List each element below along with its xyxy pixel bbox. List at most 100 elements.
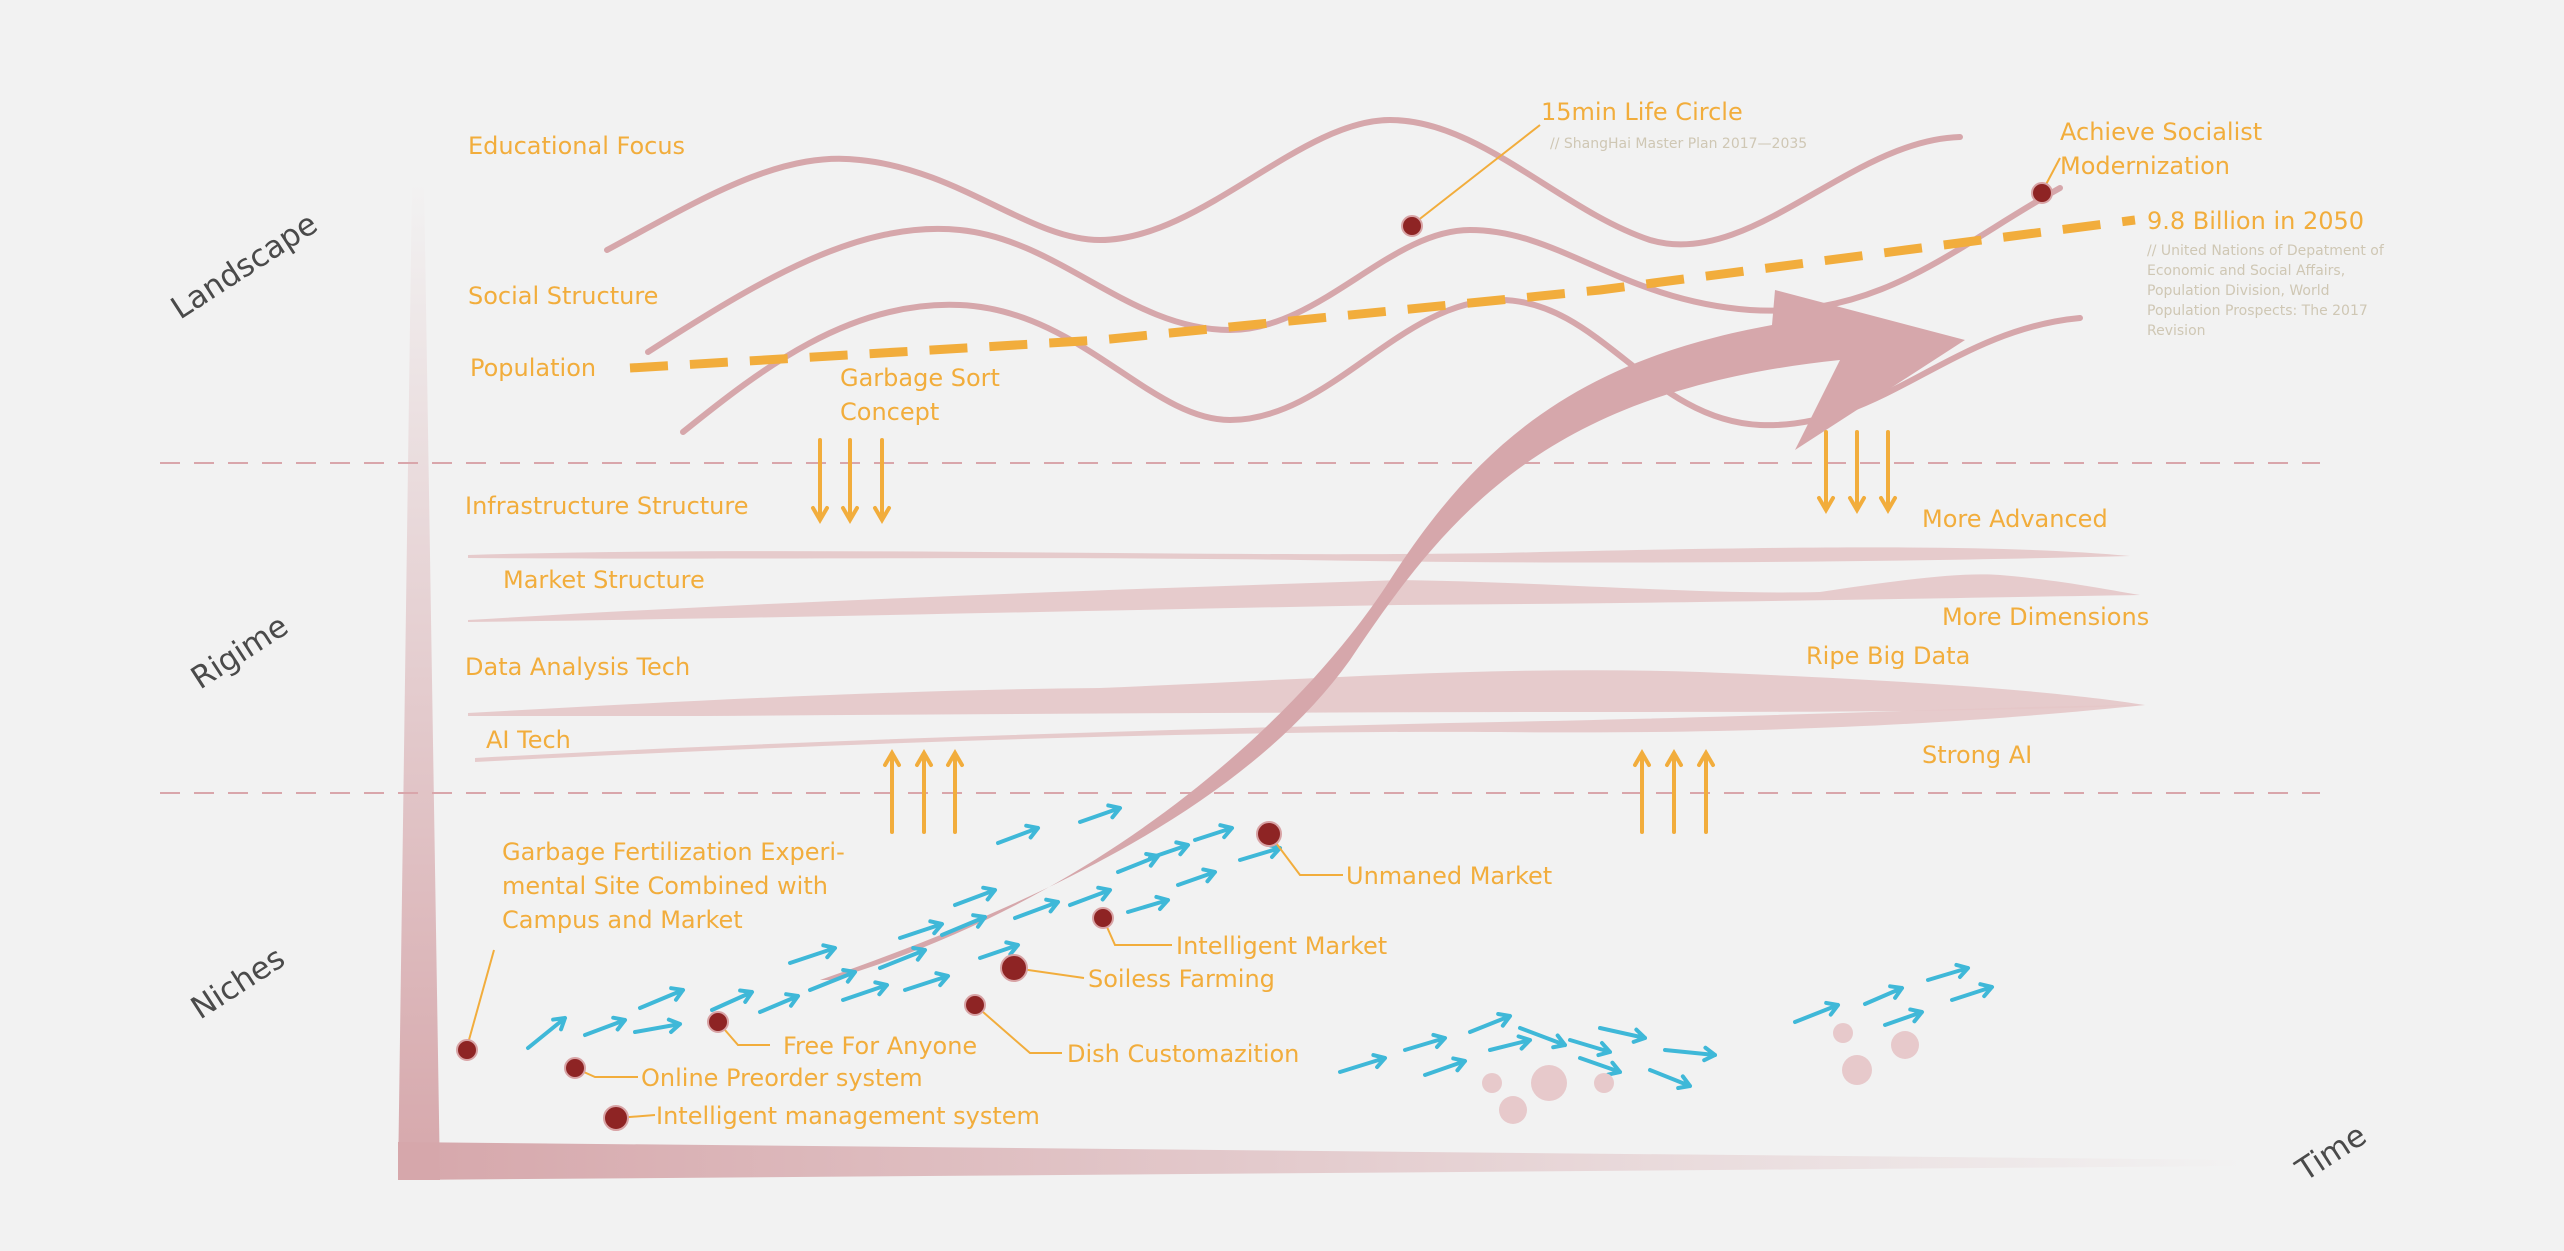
social-structure-label: Social Structure <box>468 282 658 310</box>
free-for-anyone-label: Free For Anyone <box>783 1032 977 1060</box>
unmaned-market-leader <box>1269 834 1343 876</box>
infrastructure-band <box>468 547 2130 563</box>
life-circle-title: 15min Life Circle <box>1541 98 1743 126</box>
population-trend-line <box>629 215 2136 373</box>
blue-arrow <box>1013 897 1060 920</box>
niches-up-arrows-right <box>1633 749 1715 834</box>
intelligent-management-dot <box>603 1105 629 1131</box>
soiless-farming-label: Soiless Farming <box>1088 965 1275 993</box>
blue-arrow <box>1403 1032 1447 1052</box>
blue-arrow <box>1193 823 1234 842</box>
garbage-site-label-line3: Campus and Market <box>502 906 743 934</box>
life-circle-source: // ShangHai Master Plan 2017—2035 <box>1550 136 1807 152</box>
down-arrow <box>841 438 859 524</box>
online-preorder-label: Online Preorder system <box>641 1064 923 1092</box>
blue-arrow <box>1078 803 1122 824</box>
bubble <box>1531 1065 1567 1101</box>
more-dimensions-label: More Dimensions <box>1942 603 2149 631</box>
modernization-dot <box>2031 182 2053 204</box>
modernization-label-line1: Achieve Socialist <box>2060 118 2262 146</box>
up-arrow <box>1665 749 1683 834</box>
up-arrow <box>946 749 964 834</box>
blue-arrow <box>978 940 1020 960</box>
landscape-axis-label: Landscape <box>165 206 324 327</box>
blue-arrow <box>1578 1056 1622 1077</box>
blue-arrow <box>808 967 857 992</box>
free-for-anyone-dot <box>707 1011 729 1033</box>
blue-arrow <box>1176 867 1217 887</box>
unmaned-market-dot <box>1256 821 1282 847</box>
garbage-sort-down-arrows <box>811 438 891 524</box>
up-arrow <box>883 749 901 834</box>
down-arrow <box>1848 430 1866 514</box>
ai-tech-label: AI Tech <box>486 726 571 754</box>
up-arrow <box>1697 749 1715 834</box>
vertical-axis <box>398 180 440 1180</box>
population-2050-source-2: Economic and Social Affairs, <box>2147 263 2345 279</box>
blue-arrow <box>1126 894 1170 914</box>
blue-arrow <box>1068 885 1112 907</box>
blue-arrow <box>841 980 889 1002</box>
blue-arrow <box>638 986 685 1010</box>
population-2050-source-3: Population Division, World <box>2147 283 2330 299</box>
down-arrow <box>873 438 891 524</box>
blue-arrow <box>940 913 987 937</box>
up-arrow <box>915 749 933 834</box>
educational-focus-wave <box>604 116 1963 253</box>
blue-arrow <box>710 988 754 1012</box>
niches-axis-label: Niches <box>185 940 292 1027</box>
ripe-big-data-label: Ripe Big Data <box>1806 642 1970 670</box>
blue-arrow <box>1338 1053 1387 1074</box>
population-2050-title: 9.8 Billion in 2050 <box>2147 207 2364 235</box>
niches-up-arrows-left <box>883 749 964 834</box>
blue-arrow <box>878 945 927 970</box>
niche-innovation-arrows <box>526 803 1994 1091</box>
blue-arrow <box>1793 1000 1840 1024</box>
axes <box>398 180 2250 1180</box>
modernization-label-line2: Modernization <box>2060 152 2230 180</box>
blue-arrow <box>526 1016 567 1050</box>
bubble <box>1499 1096 1527 1124</box>
educational-focus-label: Educational Focus <box>468 132 685 160</box>
intelligent-market-dot <box>1092 907 1114 929</box>
blue-arrow <box>788 943 837 965</box>
blue-arrow <box>898 919 944 940</box>
blue-arrow <box>1663 1045 1717 1063</box>
blue-arrow <box>903 971 950 992</box>
blue-arrow <box>1148 840 1190 860</box>
dish-customization-dot <box>964 994 986 1016</box>
bubble <box>1842 1055 1872 1085</box>
soiless-farming-dot <box>1000 954 1028 982</box>
up-arrow <box>1633 749 1651 834</box>
blue-arrow <box>583 1015 627 1037</box>
blue-arrow <box>1863 984 1904 1006</box>
intelligent-management-label: Intelligent management system <box>656 1102 1040 1130</box>
blue-arrow <box>953 885 997 907</box>
data-analysis-label: Data Analysis Tech <box>465 653 690 681</box>
blue-arrow <box>758 992 800 1014</box>
blue-arrow <box>1926 962 1970 982</box>
life-circle-dot <box>1401 215 1423 237</box>
garbage-sort-label-line1: Garbage Sort <box>840 364 1000 392</box>
strong-ai-label: Strong AI <box>1922 741 2032 769</box>
blue-arrow <box>1488 1034 1532 1052</box>
dish-customization-leader <box>974 1004 1062 1054</box>
dish-customization-label: Dish Customazition <box>1067 1040 1299 1068</box>
infrastructure-label: Infrastructure Structure <box>465 492 749 520</box>
advanced-down-arrows <box>1817 430 1897 514</box>
population-2050-source-1: // United Nations of Depatment of <box>2147 243 2385 259</box>
blue-arrow <box>1648 1068 1692 1091</box>
blue-arrow <box>1238 842 1282 862</box>
transition-arrow <box>820 290 1965 980</box>
down-arrow <box>811 438 829 524</box>
event-dots <box>456 182 2053 1131</box>
down-arrow <box>1879 430 1897 514</box>
blue-arrow <box>1468 1011 1512 1034</box>
regime-axis-label: Rigime <box>185 608 295 697</box>
population-label: Population <box>470 354 596 382</box>
blue-arrow <box>633 1017 682 1034</box>
bubble <box>1833 1023 1853 1043</box>
unmaned-market-label: Unmaned Market <box>1346 862 1552 890</box>
garbage-site-dot <box>456 1039 478 1061</box>
